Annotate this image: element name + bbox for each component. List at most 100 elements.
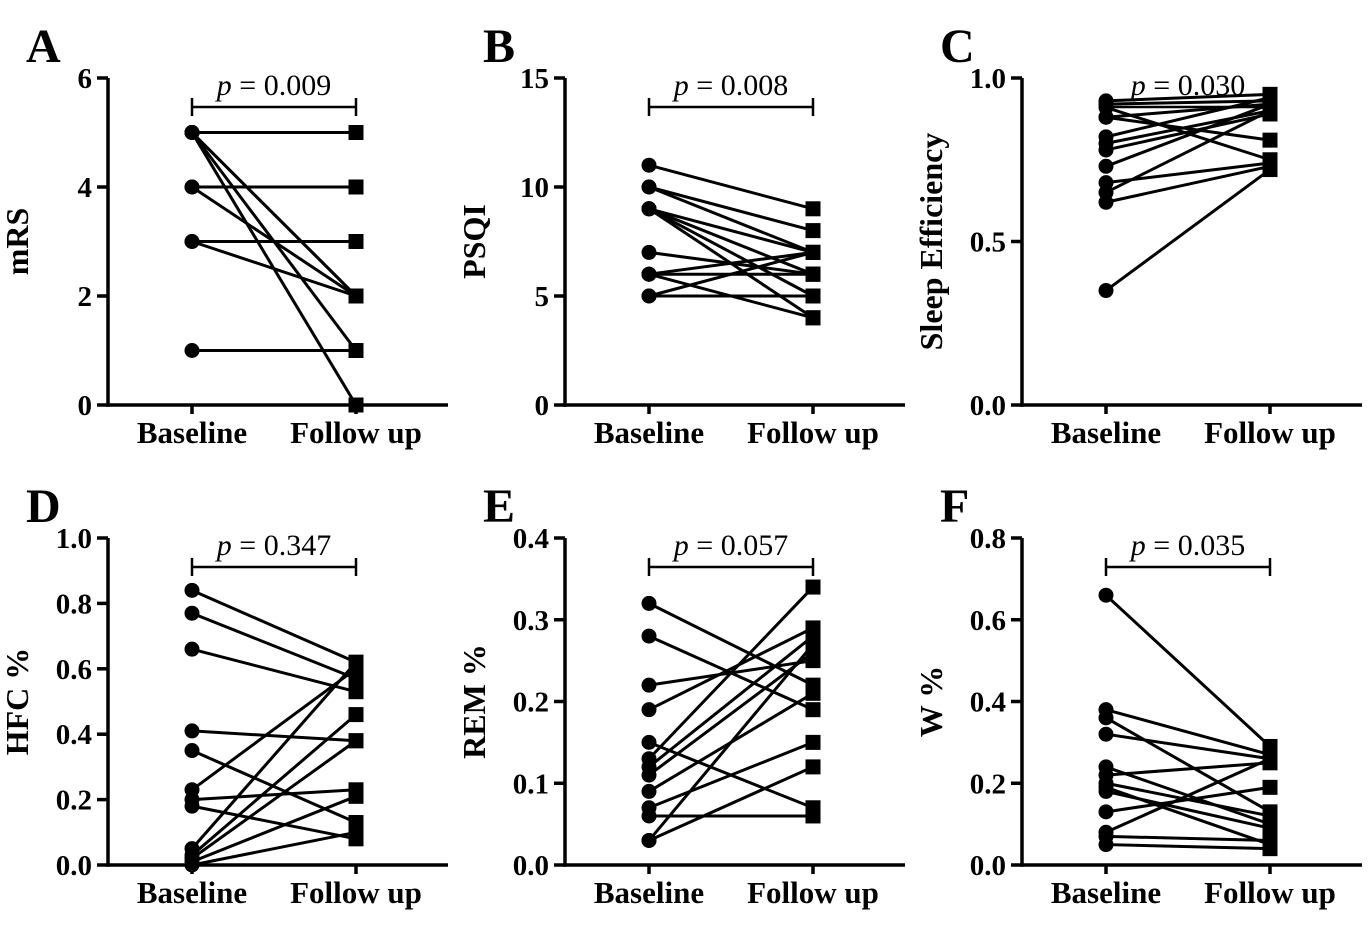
panel-B-letter: B: [483, 20, 515, 73]
pair-line: [648, 207, 814, 254]
pair-line: [1105, 96, 1271, 139]
followup-marker: [1262, 132, 1278, 148]
followup-marker: [1262, 808, 1278, 824]
baseline-marker: [1098, 804, 1114, 820]
followup-marker: [348, 733, 364, 749]
y-tick-label: 0: [535, 390, 550, 422]
baseline-marker: [641, 767, 657, 783]
panel-F: F 0.0 0.2 0.4 0.6 0.8 W % Baseline Follow up p = …: [913, 460, 1371, 920]
y-tick-label: 1.0: [970, 63, 1006, 95]
panel-C-letter: C: [940, 20, 975, 73]
baseline-marker: [641, 157, 657, 173]
followup-marker: [348, 707, 364, 723]
baseline-marker: [641, 702, 657, 718]
y-tick-label: 0.1: [513, 768, 549, 800]
y-tick-label: 0: [78, 390, 93, 422]
followup-marker: [348, 179, 364, 195]
y-tick-label: 0.4: [970, 687, 1006, 719]
baseline-marker: [641, 734, 657, 750]
y-tick-label: 0.2: [970, 768, 1006, 800]
pair-line: [191, 788, 357, 802]
x-category-label-followup: Follow up: [1204, 875, 1336, 910]
baseline-marker: [1098, 710, 1114, 726]
y-tick-label: 0.5: [970, 227, 1006, 259]
x-category-label-followup: Follow up: [747, 875, 879, 910]
baseline-marker: [184, 641, 200, 657]
pair-line: [191, 794, 357, 864]
panel-A-chart: A 0 2 4 6 mRS Baseline Follow up p = 0.009: [0, 20, 448, 450]
baseline-marker: [641, 783, 657, 799]
followup-marker: [805, 244, 821, 260]
pair-line: [1105, 164, 1271, 204]
p-value-label: p = 0.035: [1129, 529, 1245, 562]
y-tick-label: 0.0: [513, 850, 549, 882]
followup-marker: [348, 684, 364, 700]
pair-line: [648, 626, 814, 712]
followup-marker: [805, 288, 821, 304]
pair-line: [190, 661, 358, 850]
x-category-label-followup: Follow up: [290, 415, 422, 450]
pair-line: [1105, 115, 1271, 142]
panel-E-chart: E 0.0 0.1 0.2 0.3 0.4 REM % Baseline Follow up p …: [456, 480, 905, 910]
followup-marker: [1262, 162, 1278, 178]
followup-marker: [348, 343, 364, 358]
pair-line: [191, 647, 357, 694]
pair-line: [647, 586, 815, 760]
baseline-marker: [641, 808, 657, 824]
followup-marker: [1262, 751, 1278, 767]
followup-marker: [805, 685, 821, 701]
baseline-marker: [641, 266, 657, 282]
y-tick-label: 0.6: [970, 605, 1006, 637]
followup-marker: [805, 223, 821, 239]
y-tick-label: 0.4: [513, 523, 549, 555]
panel-B-chart: B 0 5 10 15 PSQI Baseline Follow up p = 0.008: [456, 20, 905, 450]
baseline-marker: [1098, 837, 1114, 853]
panel-F-letter: F: [940, 480, 969, 533]
baseline-marker: [184, 857, 200, 873]
pair-line: [1105, 785, 1271, 814]
baseline-marker: [184, 798, 200, 814]
y-axis-title: HFC %: [0, 648, 35, 756]
y-tick-label: 5: [535, 281, 550, 313]
followup-marker: [1262, 103, 1278, 119]
pair-line: [648, 207, 814, 276]
followup-marker: [805, 702, 821, 718]
pair-line: [648, 634, 814, 769]
x-category-label-baseline: Baseline: [137, 875, 247, 910]
baseline-marker: [1098, 142, 1114, 158]
baseline-marker: [641, 628, 657, 644]
pair-line: [1105, 168, 1271, 292]
pair-line: [1105, 732, 1271, 761]
pair-line: [190, 131, 358, 298]
y-tick-label: 0.4: [56, 719, 92, 751]
followup-marker: [348, 788, 364, 804]
followup-marker: [805, 579, 821, 595]
panel-C: C 0.0 0.5 1.0 Sleep Efficiency Baseline Follow…: [913, 0, 1371, 460]
panel-E: E 0.0 0.1 0.2 0.3 0.4 REM % Baseline Follow up p …: [456, 460, 914, 920]
pair-line: [1104, 594, 1272, 748]
pair-line: [191, 830, 357, 867]
x-category-label-followup: Follow up: [290, 875, 422, 910]
pair-line: [1105, 716, 1271, 814]
baseline-marker: [1098, 783, 1114, 799]
x-category-label-baseline: Baseline: [1051, 415, 1161, 450]
followup-marker: [805, 636, 821, 652]
y-tick-label: 0.0: [970, 850, 1006, 882]
followup-marker: [348, 288, 364, 304]
y-tick-label: 6: [78, 63, 93, 95]
y-axis-title: mRS: [0, 208, 35, 276]
followup-marker: [805, 266, 821, 282]
panel-D-letter: D: [26, 480, 61, 533]
followup-marker: [805, 759, 821, 775]
pair-line: [648, 185, 814, 254]
panel-A: A 0 2 4 6 mRS Baseline Follow up p = 0.009: [0, 0, 457, 460]
baseline-marker: [184, 125, 200, 140]
pair-line: [648, 250, 814, 298]
y-tick-label: 0.8: [970, 523, 1006, 555]
followup-marker: [348, 234, 364, 249]
p-value-label: p = 0.009: [215, 69, 331, 102]
followup-marker: [805, 201, 821, 217]
baseline-marker: [184, 605, 200, 621]
pair-line: [647, 643, 815, 842]
baseline-marker: [641, 244, 657, 260]
